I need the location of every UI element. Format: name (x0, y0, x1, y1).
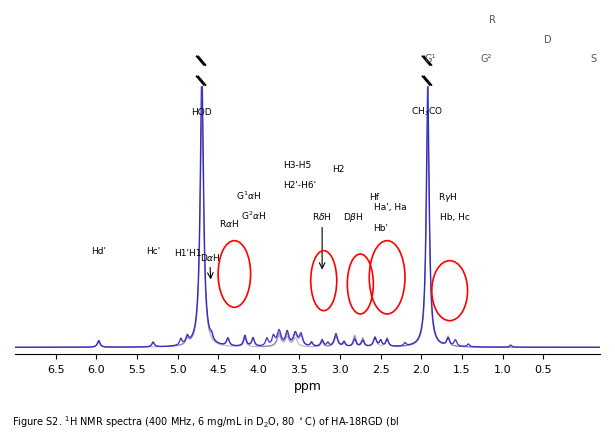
Text: Hc': Hc' (146, 247, 161, 256)
X-axis label: ppm: ppm (293, 379, 322, 392)
Text: R$\gamma$H: R$\gamma$H (437, 191, 457, 204)
Text: R$\alpha$H: R$\alpha$H (219, 217, 239, 228)
Text: H3-H5: H3-H5 (283, 161, 311, 170)
Text: G¹: G¹ (425, 53, 436, 64)
Text: G$^2\alpha$H: G$^2\alpha$H (240, 209, 266, 222)
Text: Hb, Hc: Hb, Hc (440, 212, 470, 222)
Text: S: S (590, 53, 597, 64)
Text: H2: H2 (332, 165, 344, 174)
Text: Ha', Ha: Ha', Ha (374, 202, 407, 212)
Text: H1'H1: H1'H1 (174, 248, 202, 257)
Text: Hf: Hf (369, 193, 379, 201)
Text: CH$_3$CO: CH$_3$CO (411, 106, 443, 118)
Text: H2'-H6': H2'-H6' (283, 180, 316, 189)
Text: R: R (488, 15, 496, 25)
Text: D$\alpha$H: D$\alpha$H (200, 251, 221, 262)
Text: D: D (544, 35, 551, 45)
Text: Hb': Hb' (373, 223, 388, 233)
Text: G$^1\alpha$H: G$^1\alpha$H (236, 189, 261, 201)
Text: G²: G² (480, 53, 491, 64)
Text: D$\beta$H: D$\beta$H (343, 211, 363, 223)
Text: R$\delta$H: R$\delta$H (312, 211, 332, 222)
Text: Hd': Hd' (91, 247, 106, 256)
Text: HOD: HOD (191, 108, 212, 117)
Text: Figure S2. $^1$H NMR spectra (400 MHz, 6 mg/mL in D$_2$O, 80 $^\circ$C) of HA-18: Figure S2. $^1$H NMR spectra (400 MHz, 6… (12, 413, 400, 429)
